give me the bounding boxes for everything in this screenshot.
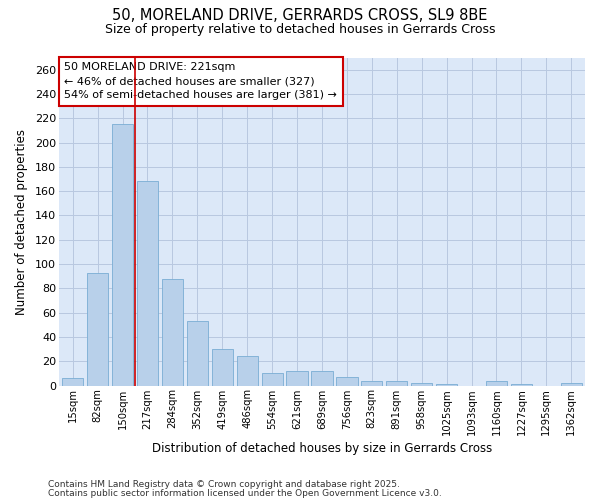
Bar xyxy=(436,384,457,386)
Bar xyxy=(262,374,283,386)
Text: Contains public sector information licensed under the Open Government Licence v3: Contains public sector information licen… xyxy=(48,488,442,498)
Bar xyxy=(411,383,433,386)
Bar xyxy=(236,356,258,386)
Text: 50, MORELAND DRIVE, GERRARDS CROSS, SL9 8BE: 50, MORELAND DRIVE, GERRARDS CROSS, SL9 … xyxy=(112,8,488,22)
Bar xyxy=(361,380,382,386)
Bar xyxy=(486,380,507,386)
Bar xyxy=(511,384,532,386)
Bar xyxy=(112,124,133,386)
Bar xyxy=(286,371,308,386)
Text: 50 MORELAND DRIVE: 221sqm
← 46% of detached houses are smaller (327)
54% of semi: 50 MORELAND DRIVE: 221sqm ← 46% of detac… xyxy=(64,62,337,100)
X-axis label: Distribution of detached houses by size in Gerrards Cross: Distribution of detached houses by size … xyxy=(152,442,492,455)
Bar xyxy=(162,278,183,386)
Text: Size of property relative to detached houses in Gerrards Cross: Size of property relative to detached ho… xyxy=(105,22,495,36)
Text: Contains HM Land Registry data © Crown copyright and database right 2025.: Contains HM Land Registry data © Crown c… xyxy=(48,480,400,489)
Bar xyxy=(311,371,332,386)
Y-axis label: Number of detached properties: Number of detached properties xyxy=(15,128,28,314)
Bar xyxy=(137,182,158,386)
Bar xyxy=(62,378,83,386)
Bar xyxy=(337,377,358,386)
Bar xyxy=(386,380,407,386)
Bar xyxy=(212,349,233,386)
Bar xyxy=(187,321,208,386)
Bar xyxy=(560,383,582,386)
Bar xyxy=(87,272,108,386)
